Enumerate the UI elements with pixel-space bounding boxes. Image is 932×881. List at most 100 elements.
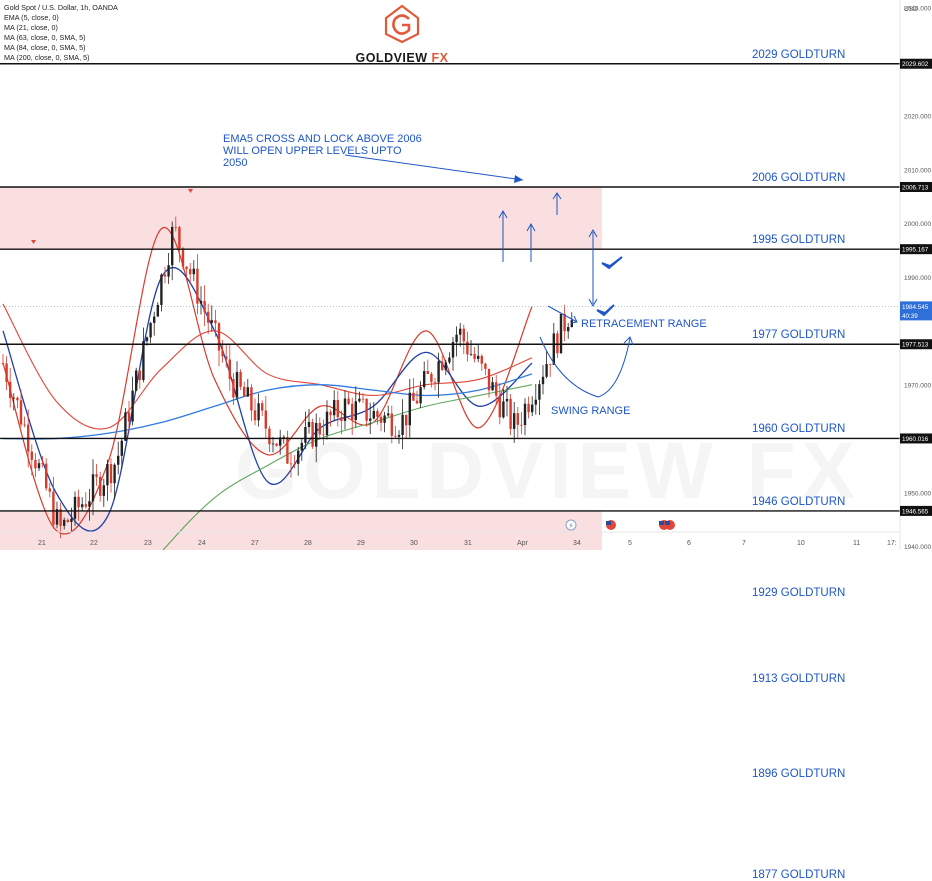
candle-body <box>282 436 285 438</box>
legend-ema5[interactable]: EMA (5, close, 0) <box>4 13 59 22</box>
candle-body <box>570 320 573 328</box>
date-tick-label: 23 <box>144 540 152 547</box>
candle-body <box>516 413 519 425</box>
price-tag-label: 1977.513 <box>902 342 929 349</box>
ma-line-0 <box>2 227 533 535</box>
brand-logo: GOLDVIEW FX <box>352 4 452 65</box>
check-mark-icon <box>596 304 615 317</box>
candle-body <box>12 397 15 399</box>
candle-body <box>333 400 336 416</box>
candle-body <box>199 300 203 304</box>
legend-ma200[interactable]: MA (200, close, 0, SMA, 5) <box>4 53 90 62</box>
candle-body <box>156 304 159 317</box>
date-tick-label: 5 <box>628 540 632 547</box>
candle-body <box>210 320 213 323</box>
candle-body <box>383 415 386 423</box>
date-tick-label: 4 <box>577 540 581 547</box>
candle-body <box>163 274 167 277</box>
candle-body <box>138 370 141 381</box>
candle-body <box>142 341 145 381</box>
candle-body <box>527 403 530 413</box>
price-tag-label: 1960.016 <box>902 436 929 443</box>
legend-ma21[interactable]: MA (21, close, 0) <box>4 23 58 32</box>
ma-line-4 <box>162 384 533 550</box>
price-tag <box>900 339 932 350</box>
price-tick-label: 1970.000 <box>904 383 931 390</box>
candle-body <box>502 401 505 418</box>
brand-name: GOLDVIEW FX <box>352 51 452 65</box>
candle-body <box>505 398 509 402</box>
candle-body <box>181 248 185 267</box>
candle-body <box>117 455 120 465</box>
zone-1 <box>0 187 602 250</box>
date-tick-label: 11 <box>853 540 860 547</box>
candle-body <box>239 371 242 387</box>
level-label: 1929 GOLDTURN <box>752 587 846 600</box>
candle-body <box>178 227 181 249</box>
date-axis[interactable]: 21 22 23 24 27 28 29 30 31 Apr 3 4 5 6 7 10 11 17: <box>38 540 897 547</box>
price-tag-label: 2029.602 <box>902 61 929 68</box>
candle-body <box>343 398 347 421</box>
candle-body <box>48 488 51 492</box>
candle-body <box>376 410 379 417</box>
candle-body <box>63 519 66 526</box>
candle-body <box>318 423 321 435</box>
price-tick-label: 2020.000 <box>904 113 931 120</box>
candle-body <box>228 359 231 380</box>
candle-body <box>365 398 368 421</box>
candle-body <box>279 437 282 446</box>
brand-name-fx: FX <box>427 51 449 65</box>
level-label: 1977 GOLDTURN <box>752 329 846 342</box>
ema-note: EMA5 CROSS AND LOCK ABOVE 2006 WILL OPEN… <box>223 133 422 169</box>
candle-body <box>45 463 48 489</box>
candle-body <box>549 364 552 365</box>
candle-body <box>113 464 116 484</box>
candle-body <box>354 401 357 421</box>
legend-ma84[interactable]: MA (84, close, 0, SMA, 5) <box>4 43 86 52</box>
candle-body <box>106 463 109 486</box>
candle-body <box>73 496 77 519</box>
candle-body <box>484 363 487 369</box>
candle-body <box>372 410 375 419</box>
level-label: 1960 GOLDTURN <box>752 423 846 436</box>
price-tag <box>900 433 932 444</box>
candle-body <box>437 361 440 383</box>
candle-body <box>55 509 59 525</box>
candle-body <box>19 400 23 425</box>
candle-body <box>430 373 433 383</box>
candle-body <box>340 417 343 421</box>
candle-body <box>415 400 419 404</box>
candle-body <box>523 403 527 426</box>
candle-body <box>9 381 12 398</box>
candle-body <box>41 463 44 465</box>
candle-body <box>307 421 311 427</box>
candle-body <box>480 355 483 364</box>
candle-body <box>473 353 476 359</box>
marker-triangle <box>188 189 193 193</box>
price-chart[interactable]: 2070.0002060.0002040.0002030.0002020.000… <box>0 0 932 550</box>
candle-body <box>189 269 192 275</box>
candle-body <box>387 413 390 416</box>
candle-body <box>149 322 152 338</box>
candle-body <box>145 337 149 342</box>
candle-body <box>394 435 397 437</box>
ma-line-1 <box>2 267 533 532</box>
candle-body <box>311 421 314 447</box>
swing-arc <box>539 336 631 398</box>
legend-ma63[interactable]: MA (63, close, 0, SMA, 5) <box>4 33 86 42</box>
candle-body <box>221 350 224 357</box>
candle-body <box>541 376 545 385</box>
candle-body <box>390 413 393 436</box>
candle-body <box>495 382 498 396</box>
price-axis[interactable]: 2070.0002060.0002040.0002030.0002020.000… <box>0 0 932 550</box>
price-tag <box>900 301 932 312</box>
candle-body <box>131 390 134 422</box>
candle-body <box>30 451 33 460</box>
price-tag <box>900 244 932 255</box>
candle-body <box>401 414 404 436</box>
candle-body <box>271 443 275 445</box>
retracement-pointer <box>547 305 578 324</box>
date-tick-label: Apr <box>517 540 529 547</box>
price-tag-label: 1995.167 <box>902 247 929 254</box>
candle-body <box>304 426 307 443</box>
